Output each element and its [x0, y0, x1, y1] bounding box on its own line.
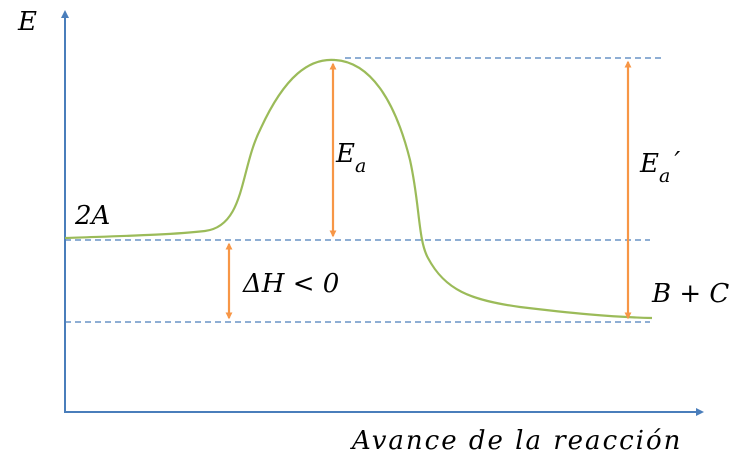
energy-curve	[64, 58, 653, 320]
activation-reverse-e: E	[639, 149, 659, 179]
activation-forward-sub: a	[355, 155, 366, 177]
products-label: B + C	[651, 279, 729, 309]
arrows	[225, 60, 632, 320]
enthalpy-label: ΔH < 0	[242, 269, 339, 299]
activation-forward: Ea	[335, 139, 366, 177]
reference-lines	[65, 57, 665, 323]
reactants-label: 2A	[74, 201, 110, 231]
activation-forward-e: E	[335, 139, 355, 169]
activation-reverse-sub: a	[659, 165, 670, 187]
y-axis-label: E	[17, 7, 37, 37]
x-axis-label: Avance de la reacción	[350, 426, 682, 456]
activation-reverse-prime: ′	[674, 147, 680, 177]
activation-reverse: Ea ′	[639, 147, 680, 187]
